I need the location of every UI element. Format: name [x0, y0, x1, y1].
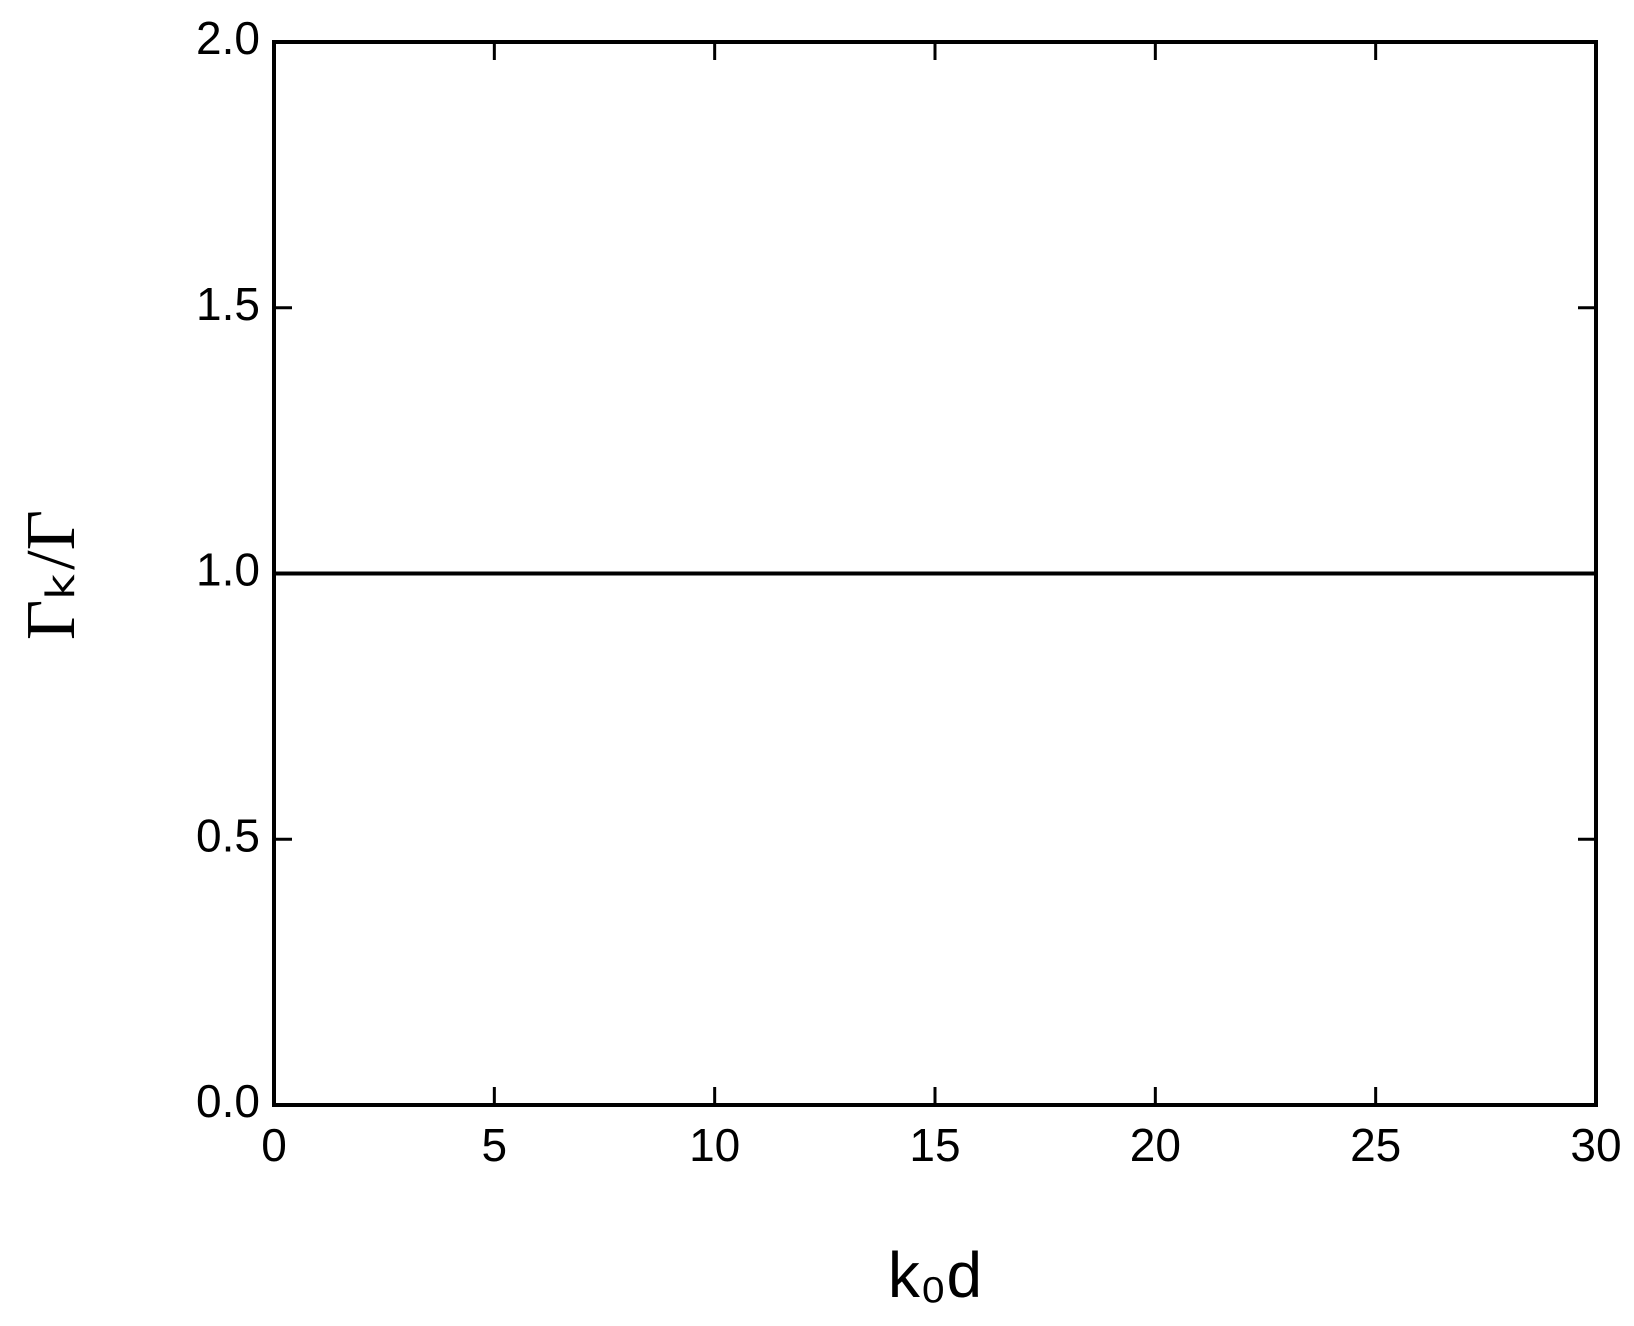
x-tick-label: 0: [261, 1119, 287, 1171]
x-tick-label: 10: [689, 1119, 740, 1171]
x-tick-label: 15: [909, 1119, 960, 1171]
plot-frame: [272, 40, 1598, 1107]
y-tick-label: 2.0: [196, 12, 260, 64]
y-tick-label: 1.5: [196, 278, 260, 330]
y-tick-label: 0.0: [196, 1075, 260, 1127]
x-tick-label: 25: [1350, 1119, 1401, 1171]
y-tick-label: 1.0: [196, 544, 260, 596]
y-axis-title: Γₖ/Γ: [13, 510, 90, 640]
x-axis-title: k₀d: [888, 1239, 982, 1311]
x-tick-label: 5: [482, 1119, 508, 1171]
x-tick-label: 30: [1570, 1119, 1621, 1171]
y-tick-label: 0.5: [196, 809, 260, 861]
x-tick-label: 20: [1130, 1119, 1181, 1171]
